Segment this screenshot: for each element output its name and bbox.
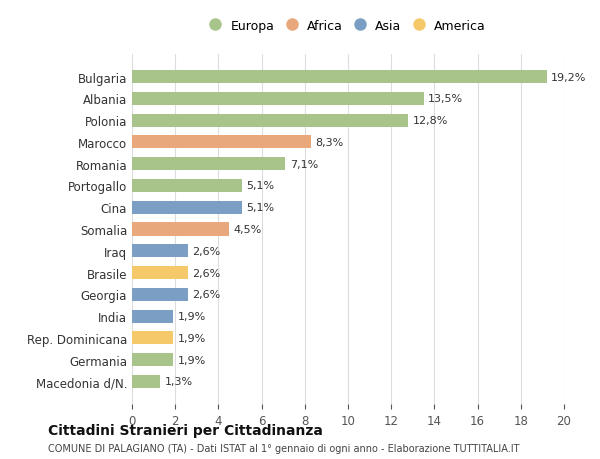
Text: 7,1%: 7,1%: [290, 159, 318, 169]
Text: 1,3%: 1,3%: [164, 376, 193, 386]
Bar: [132, 136, 311, 149]
Bar: [132, 71, 547, 84]
Bar: [132, 158, 286, 171]
Bar: [132, 179, 242, 193]
Text: 4,5%: 4,5%: [233, 224, 262, 235]
Bar: [132, 288, 188, 301]
Bar: [132, 353, 173, 366]
Bar: [132, 93, 424, 106]
Bar: [132, 223, 229, 236]
Text: 2,6%: 2,6%: [193, 268, 221, 278]
Text: 2,6%: 2,6%: [193, 246, 221, 256]
Text: 13,5%: 13,5%: [428, 94, 463, 104]
Bar: [132, 375, 160, 388]
Bar: [132, 266, 188, 280]
Text: 2,6%: 2,6%: [193, 290, 221, 300]
Bar: [132, 201, 242, 214]
Text: Cittadini Stranieri per Cittadinanza: Cittadini Stranieri per Cittadinanza: [48, 423, 323, 437]
Text: 5,1%: 5,1%: [247, 203, 275, 213]
Text: 1,9%: 1,9%: [178, 355, 206, 365]
Bar: [132, 114, 409, 128]
Text: 12,8%: 12,8%: [413, 116, 448, 126]
Text: 1,9%: 1,9%: [178, 311, 206, 321]
Text: COMUNE DI PALAGIANO (TA) - Dati ISTAT al 1° gennaio di ogni anno - Elaborazione : COMUNE DI PALAGIANO (TA) - Dati ISTAT al…: [48, 443, 520, 453]
Text: 19,2%: 19,2%: [551, 73, 586, 83]
Bar: [132, 331, 173, 345]
Bar: [132, 245, 188, 258]
Bar: [132, 310, 173, 323]
Legend: Europa, Africa, Asia, America: Europa, Africa, Asia, America: [206, 16, 490, 36]
Text: 1,9%: 1,9%: [178, 333, 206, 343]
Text: 8,3%: 8,3%: [316, 138, 344, 148]
Text: 5,1%: 5,1%: [247, 181, 275, 191]
